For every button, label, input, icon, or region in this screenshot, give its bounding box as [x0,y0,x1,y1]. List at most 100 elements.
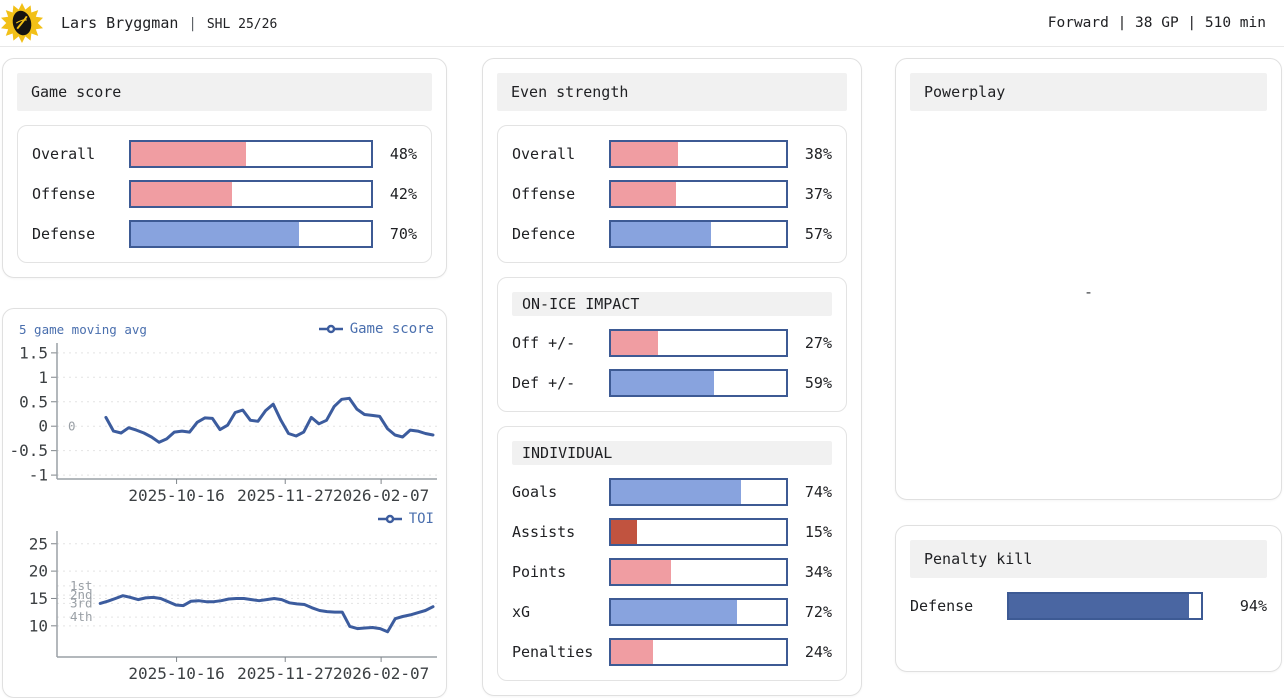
chart-subtitle: 5 game moving avg [19,322,147,337]
even-strength-overall-box: Overall 38% Offense 37% Defence 57% [497,125,847,263]
game-score-trend-chart: 1.5 1 0.5 0 -0.5 -1 0 2025-10-16 2025-11-27 2026-… [11,343,437,505]
stat-bar [609,180,788,208]
svg-text:1st: 1st [70,578,93,593]
svg-text:15: 15 [29,589,48,608]
stat-bar-fill [1009,594,1190,618]
stat-row: xG 72% [512,598,832,626]
stat-bar [609,220,788,248]
stat-row: Defense 94% [910,592,1267,620]
stat-row: Points 34% [512,558,832,586]
stat-label: Def +/- [512,374,576,392]
stat-bar [609,329,788,357]
stat-value: 37% [804,185,832,203]
svg-text:0: 0 [68,419,76,434]
card-penalty-kill: Penalty kill Defense 94% [895,525,1282,672]
stat-bar [1007,592,1203,620]
stat-value: 15% [804,523,832,541]
svg-text:0: 0 [38,417,48,436]
stat-bar-fill [611,640,653,664]
stat-bar [609,518,788,546]
stat-bar-fill [611,371,715,395]
stat-row: Goals 74% [512,478,832,506]
svg-text:-1: -1 [29,466,48,485]
svg-text:2026-02-07: 2026-02-07 [333,664,429,683]
card-powerplay-header: Powerplay [910,73,1267,111]
stat-row: Offense 37% [512,180,832,208]
stat-row: Overall 38% [512,140,832,168]
legend-toi[interactable]: TOI [377,511,434,527]
page-title: Lars Bryggman | SHL 25/26 [61,14,277,32]
stat-bar-fill [131,182,232,206]
legend-game-score[interactable]: Game score [318,321,434,337]
card-even-strength-header: Even strength [497,73,847,111]
stat-bar-fill [611,560,671,584]
card-powerplay: Powerplay - [895,58,1282,500]
legend-line-marker-icon [318,324,343,334]
stat-row: Penalties 24% [512,638,832,666]
svg-text:-0.5: -0.5 [11,441,48,460]
svg-text:4th: 4th [70,609,93,624]
svg-text:20: 20 [29,562,48,581]
title-separator: | [188,16,197,32]
stat-label: Offense [32,185,96,203]
stat-label: Offense [512,185,576,203]
card-game-score-header: Game score [17,73,432,111]
stat-value: 42% [389,185,417,203]
svg-text:1: 1 [38,368,48,387]
svg-text:0.5: 0.5 [19,392,48,411]
stat-row: Overall 48% [32,140,417,168]
svg-text:2025-10-16: 2025-10-16 [128,486,224,505]
svg-text:2025-10-16: 2025-10-16 [128,664,224,683]
stat-label: Defence [512,225,576,243]
stat-label: Assists [512,523,576,541]
stat-label: Defense [32,225,96,243]
powerplay-empty-value: - [1083,283,1094,301]
stat-label: xG [512,603,531,621]
season-label: SHL 25/26 [206,17,278,32]
on-ice-impact-box: ON-ICE IMPACT Off +/- 27% Def +/- 59% [497,277,847,412]
stat-bar-fill [611,520,638,544]
stat-label: Points [512,563,567,581]
svg-text:10: 10 [29,616,48,635]
card-penalty-kill-header: Penalty kill [910,540,1267,578]
stat-bar-fill [611,480,741,504]
stat-value: 70% [389,225,417,243]
stat-row: Assists 15% [512,518,832,546]
player-name: Lars Bryggman [61,14,179,32]
stat-label: Defense [910,597,974,615]
card-trend-charts: 5 game moving avg Game score 1.5 1 0.5 0 -0.… [2,308,447,698]
stat-value: 59% [804,374,832,392]
stat-bar [609,478,788,506]
individual-box: INDIVIDUAL Goals 74% Assists 15% Points … [497,426,847,681]
svg-text:1.5: 1.5 [19,343,48,362]
stat-bar-fill [131,142,247,166]
stat-bar [609,558,788,586]
stat-value: 94% [1239,597,1267,615]
game-score-stats-box: Overall 48% Offense 42% Defense 70% [17,125,432,263]
stat-bar-fill [611,222,711,246]
stat-value: 74% [804,483,832,501]
stat-bar-fill [611,331,659,355]
individual-header: INDIVIDUAL [512,441,832,465]
stat-bar [609,638,788,666]
stat-value: 72% [804,603,832,621]
stat-bar [609,598,788,626]
legend-line-marker-icon [377,514,402,524]
stat-value: 38% [804,145,832,163]
stat-label: Penalties [512,643,594,661]
stat-row: Defence 57% [512,220,832,248]
stat-row: Off +/- 27% [512,329,832,357]
stat-value: 57% [804,225,832,243]
team-logo-icon [1,2,43,44]
stat-bar [609,369,788,397]
stat-row: Defense 70% [32,220,417,248]
stat-bar [609,140,788,168]
stat-label: Overall [512,145,576,163]
stat-value: 24% [804,643,832,661]
on-ice-impact-header: ON-ICE IMPACT [512,292,832,316]
svg-text:3rd: 3rd [70,595,93,610]
svg-text:2025-11-27: 2025-11-27 [237,664,333,683]
stat-bar-fill [611,182,676,206]
stat-bar-fill [131,222,299,246]
stat-bar [129,220,373,248]
